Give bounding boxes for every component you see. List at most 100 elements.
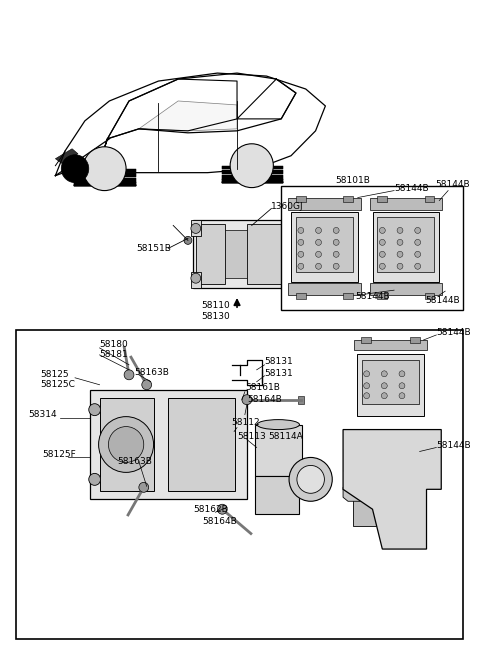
- Text: 58114A: 58114A: [268, 432, 303, 441]
- Text: 58151B: 58151B: [136, 244, 171, 253]
- Circle shape: [108, 426, 144, 462]
- Circle shape: [124, 370, 134, 380]
- Circle shape: [289, 457, 332, 501]
- Circle shape: [297, 465, 324, 493]
- Text: 58125C: 58125C: [41, 380, 75, 389]
- Polygon shape: [296, 195, 306, 201]
- Polygon shape: [343, 293, 353, 299]
- Polygon shape: [55, 149, 78, 164]
- Bar: [196, 224, 225, 284]
- Polygon shape: [139, 101, 237, 131]
- Text: 58144B: 58144B: [436, 329, 471, 337]
- Bar: [16, 330, 463, 639]
- Text: 58131: 58131: [264, 358, 293, 366]
- Polygon shape: [288, 197, 361, 209]
- Polygon shape: [377, 293, 387, 299]
- Circle shape: [191, 274, 201, 283]
- Polygon shape: [343, 487, 372, 501]
- Bar: [362, 360, 419, 403]
- Text: 58112: 58112: [231, 418, 260, 427]
- Circle shape: [381, 393, 387, 399]
- Text: 58144B: 58144B: [394, 184, 429, 193]
- Circle shape: [184, 236, 192, 244]
- Text: 58125: 58125: [41, 370, 69, 379]
- Circle shape: [415, 228, 420, 234]
- Circle shape: [61, 155, 89, 182]
- Circle shape: [230, 144, 273, 188]
- Polygon shape: [191, 220, 201, 236]
- Text: 58163B: 58163B: [117, 457, 152, 466]
- Text: 58164B: 58164B: [203, 517, 238, 525]
- Polygon shape: [191, 272, 201, 288]
- Circle shape: [364, 382, 370, 389]
- Text: 1360GJ: 1360GJ: [271, 202, 304, 211]
- Circle shape: [89, 403, 100, 416]
- Text: 58130: 58130: [201, 312, 230, 321]
- Circle shape: [298, 263, 304, 269]
- Bar: [168, 398, 235, 491]
- Polygon shape: [400, 447, 415, 453]
- Bar: [372, 213, 439, 282]
- Bar: [225, 230, 247, 278]
- Bar: [343, 449, 420, 472]
- Bar: [255, 424, 302, 476]
- Bar: [247, 224, 281, 284]
- Circle shape: [98, 417, 154, 472]
- Bar: [281, 186, 463, 310]
- Circle shape: [333, 251, 339, 257]
- Text: 58125F: 58125F: [43, 450, 76, 459]
- Circle shape: [333, 263, 339, 269]
- Circle shape: [397, 263, 403, 269]
- Text: 58162B: 58162B: [193, 504, 228, 514]
- Circle shape: [379, 251, 385, 257]
- Circle shape: [381, 371, 387, 377]
- Circle shape: [191, 224, 201, 234]
- Circle shape: [142, 380, 152, 390]
- Polygon shape: [354, 340, 427, 350]
- Bar: [255, 476, 299, 514]
- Polygon shape: [343, 195, 353, 201]
- Circle shape: [315, 239, 322, 245]
- Bar: [291, 213, 358, 282]
- Text: 58181: 58181: [99, 350, 128, 359]
- Circle shape: [89, 474, 100, 485]
- Text: 58144B: 58144B: [435, 180, 470, 189]
- Polygon shape: [361, 337, 371, 343]
- Circle shape: [379, 228, 385, 234]
- Bar: [377, 218, 434, 272]
- Bar: [353, 440, 402, 478]
- Circle shape: [315, 228, 322, 234]
- Circle shape: [379, 239, 385, 245]
- Circle shape: [333, 239, 339, 245]
- Circle shape: [397, 251, 403, 257]
- Circle shape: [139, 482, 149, 492]
- Text: 58144B: 58144B: [355, 292, 389, 300]
- Text: 58314: 58314: [28, 410, 57, 419]
- Circle shape: [242, 395, 252, 405]
- Polygon shape: [296, 293, 306, 299]
- Circle shape: [399, 382, 405, 389]
- Circle shape: [364, 393, 370, 399]
- Circle shape: [315, 251, 322, 257]
- Bar: [296, 218, 353, 272]
- Circle shape: [298, 239, 304, 245]
- Circle shape: [381, 382, 387, 389]
- Circle shape: [364, 371, 370, 377]
- Circle shape: [333, 228, 339, 234]
- Polygon shape: [370, 197, 442, 209]
- Ellipse shape: [257, 420, 300, 430]
- Circle shape: [298, 228, 304, 234]
- Text: 58164B: 58164B: [247, 395, 282, 404]
- Polygon shape: [377, 195, 387, 201]
- Text: 58113: 58113: [237, 432, 266, 441]
- Bar: [353, 491, 383, 526]
- Circle shape: [415, 263, 420, 269]
- Text: 58144B: 58144B: [436, 441, 471, 450]
- Circle shape: [415, 239, 420, 245]
- Polygon shape: [424, 195, 434, 201]
- Polygon shape: [288, 283, 361, 295]
- Text: 58101B: 58101B: [335, 176, 370, 185]
- Text: 58163B: 58163B: [134, 368, 169, 377]
- Circle shape: [399, 371, 405, 377]
- Circle shape: [415, 251, 420, 257]
